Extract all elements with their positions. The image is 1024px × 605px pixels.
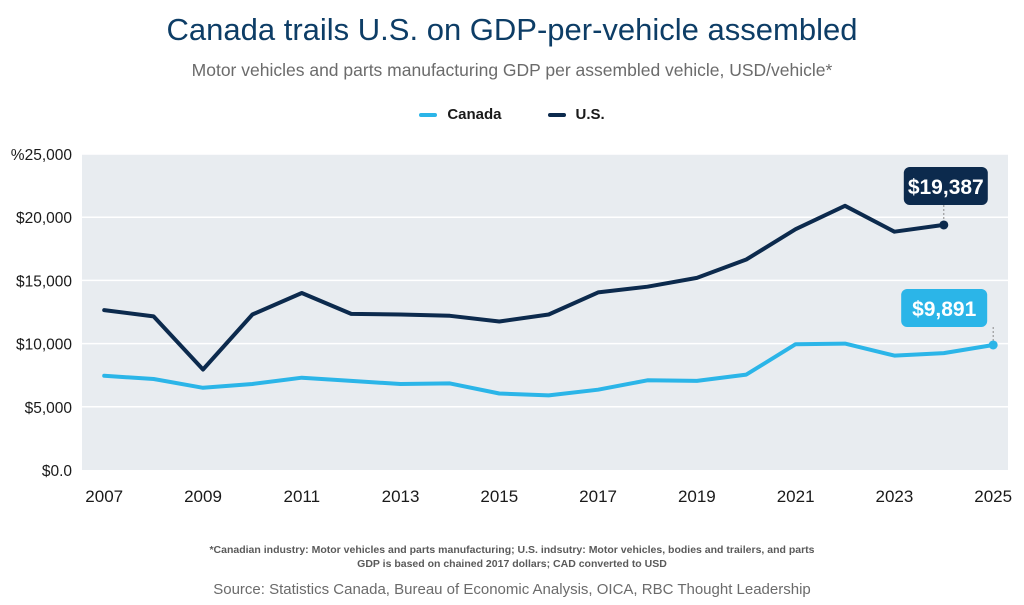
x-tick-label: 2013 — [382, 487, 420, 506]
legend-label-us: U.S. — [575, 106, 605, 123]
y-tick-label: %25,000 — [11, 147, 73, 164]
legend-swatch-us — [547, 112, 566, 117]
footnote-line-1: *Canadian industry: Motor vehicles and p… — [209, 544, 815, 556]
legend: Canada U.S. — [0, 106, 1024, 123]
y-tick-label: $15,000 — [16, 273, 72, 290]
callout-label-canada: $9,891 — [912, 298, 977, 321]
footnote: *Canadian industry: Motor vehicles and p… — [150, 543, 874, 571]
source-note: Source: Statistics Canada, Bureau of Eco… — [213, 581, 811, 598]
x-tick-label: 2025 — [974, 487, 1012, 506]
callout-label-us: $19,387 — [908, 176, 984, 199]
legend-label-canada: Canada — [447, 106, 502, 123]
x-tick-label: 2015 — [480, 487, 518, 506]
chart-title: Canada trails U.S. on GDP-per-vehicle as… — [166, 12, 858, 47]
x-tick-label: 2019 — [678, 487, 716, 506]
chart-subtitle: Motor vehicles and parts manufacturing G… — [191, 60, 833, 80]
series-line-canada — [102, 341, 996, 398]
x-tick-label: 2009 — [184, 487, 222, 506]
legend-item-canada: Canada — [419, 106, 502, 123]
footnote-line-2: GDP is based on chained 2017 dollars; CA… — [357, 558, 667, 570]
end-point-us — [939, 220, 949, 230]
y-tick-label: $5,000 — [25, 400, 73, 417]
y-tick-label: $0.0 — [42, 463, 73, 480]
series-line-us — [102, 203, 946, 372]
x-tick-label: 2021 — [777, 487, 815, 506]
y-tick-label: $10,000 — [16, 337, 72, 354]
legend-item-us: U.S. — [547, 106, 605, 123]
callout-box-us — [903, 166, 988, 205]
legend-swatch-canada — [419, 112, 438, 117]
end-point-canada — [988, 340, 998, 350]
x-tick-label: 2011 — [283, 487, 320, 506]
x-tick-label: 2007 — [85, 487, 123, 506]
x-tick-label: 2017 — [579, 487, 617, 506]
x-tick-label: 2023 — [875, 487, 913, 506]
plot-area — [82, 154, 1008, 470]
y-tick-label: $20,000 — [16, 210, 72, 227]
callout-box-canada — [901, 288, 988, 327]
